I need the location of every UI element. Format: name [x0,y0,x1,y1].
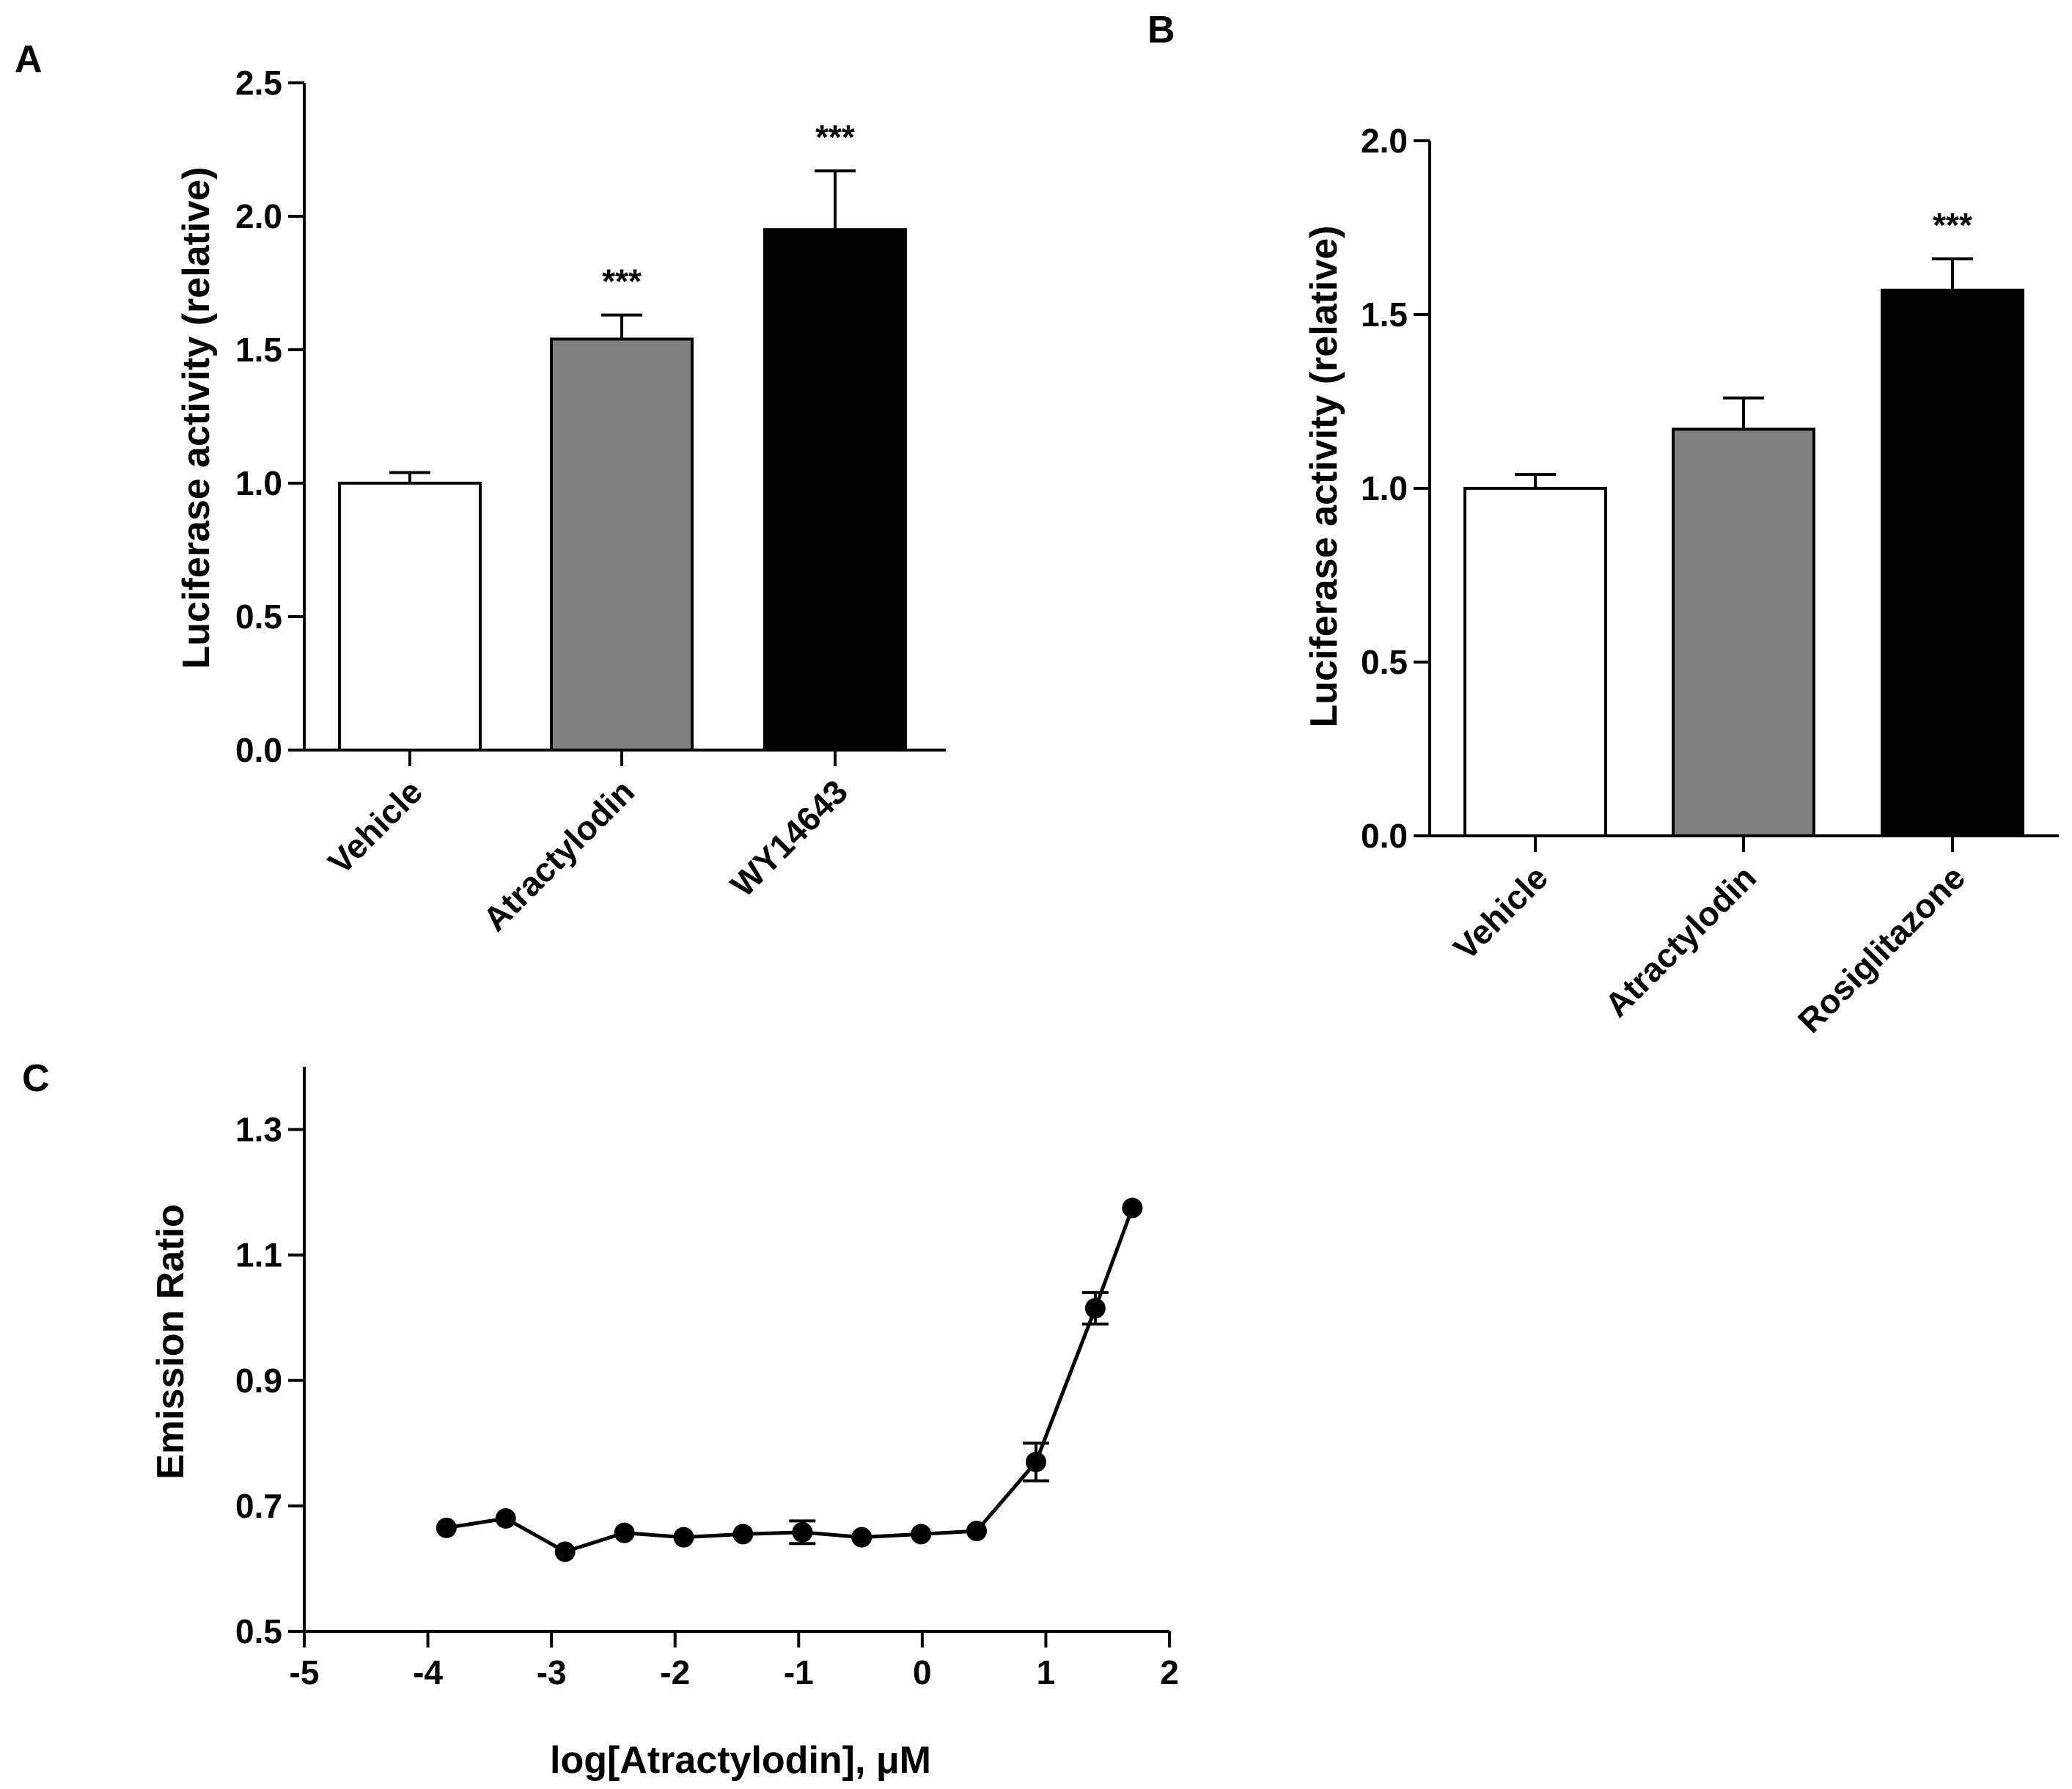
panel-a: A Luciferase activity (relative) 0.0 0.5 1… [15,38,946,938]
panel-c-y-tick-label: 0.5 [235,1612,282,1650]
panel-c-data-point [436,1517,457,1538]
panel-c-y-tick-label: 1.3 [235,1111,282,1149]
panel-c-x-tick-label: -4 [413,1653,443,1691]
panel-c-data-point [554,1541,576,1562]
panel-c-data-point [614,1522,635,1543]
panel-c: C Emission Ratio log[Atractylodin], μM 0… [22,1057,1179,1782]
panel-c-x-tick-label: 0 [913,1653,932,1691]
panel-b-category-label: Rosiglitazone [1790,858,1972,1040]
panel-a-bar [763,228,907,752]
panel-a-significance-label: *** [602,262,642,301]
panel-c-x-tick-label: -1 [784,1653,814,1691]
panel-a-category-label: WY14643 [723,772,855,904]
panel-a-bar [338,482,482,752]
panel-b-y-tick-label: 2.0 [1361,122,1408,160]
panel-b-y-axis-label: Luciferase activity (relative) [1303,226,1345,728]
panel-c-x-tick-label: 1 [1037,1653,1056,1691]
panel-c-data-point [673,1527,694,1548]
panel-a-y-tick-label: 1.0 [235,464,282,502]
panel-b: B Luciferase activity (relative) 0.0 0.5 1… [1147,9,2059,1040]
panel-b-y-tick-label: 1.5 [1361,295,1408,334]
panel-a-y-tick-label: 2.5 [235,64,282,102]
panel-b-y-tick-label: 1.0 [1361,469,1408,507]
panel-b-y-tick-label: 0.0 [1361,817,1408,855]
panel-b-letter: B [1147,9,1175,51]
panel-c-data-point [495,1508,516,1529]
panel-a-significance-label: *** [815,118,855,156]
panel-a-bar [550,337,694,752]
panel-c-data-point [792,1521,813,1543]
panel-c-data-point [1084,1298,1106,1319]
panel-a-y-tick-label: 0.0 [235,731,282,769]
panel-b-y-tick-label: 0.5 [1361,643,1408,681]
panel-c-data-point [1025,1452,1046,1472]
panel-c-y-tick-label: 0.9 [235,1362,282,1400]
panel-c-data-point [966,1521,988,1542]
panel-c-x-tick-label: -2 [660,1653,690,1691]
panel-c-letter: C [22,1057,50,1100]
panel-c-data-point [1122,1197,1143,1219]
panel-b-bar [1463,487,1607,837]
panel-c-x-tick-label: 2 [1160,1653,1179,1691]
panel-a-letter: A [15,38,43,81]
panel-a-y-tick-label: 2.0 [235,197,282,235]
panel-c-series-line [446,1207,1134,1554]
panel-c-y-tick-label: 1.1 [235,1236,282,1274]
panel-b-bar [1881,288,2024,837]
panel-a-y-tick-label: 1.5 [235,331,282,369]
panel-a-category-label: Atractylodin [476,772,642,938]
panel-a-y-tick-label: 0.5 [235,598,282,636]
panel-b-category-label: Vehicle [1446,858,1555,967]
panel-c-x-tick-label: -5 [290,1653,320,1691]
panel-a-category-label: Vehicle [320,772,430,881]
panel-c-x-axis-label: log[Atractylodin], μM [550,1739,931,1782]
panel-c-y-tick-label: 0.7 [235,1487,282,1525]
panel-c-y-axis-label: Emission Ratio [150,1204,192,1480]
panel-c-data-point [732,1524,754,1545]
panel-c-x-tick-label: -3 [537,1653,567,1691]
panel-a-y-axis-label: Luciferase activity (relative) [175,167,218,669]
panel-b-significance-label: *** [1933,206,1972,244]
panel-b-category-label: Atractylodin [1598,858,1764,1024]
panel-c-data-point [911,1524,932,1545]
panel-c-data-point [851,1527,872,1548]
panel-b-bar [1672,427,1815,837]
